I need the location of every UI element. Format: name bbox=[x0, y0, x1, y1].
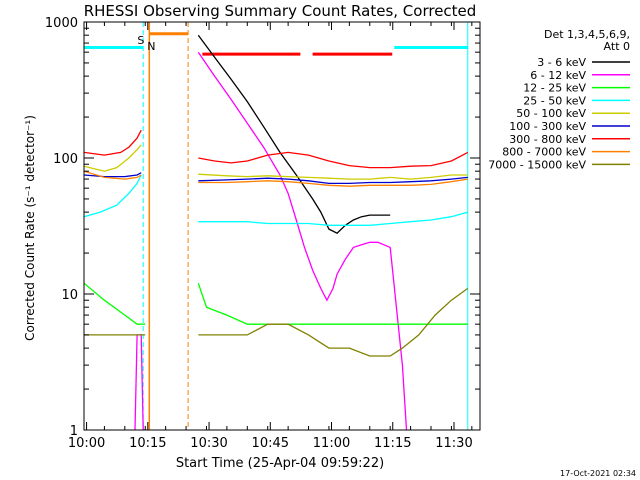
series-line-4-0 bbox=[84, 144, 142, 172]
series-line-5-0 bbox=[84, 172, 142, 178]
series-line-7-1 bbox=[198, 178, 468, 187]
series-line-2-1 bbox=[197, 282, 468, 325]
y-axis-label: Corrected Count Rate (s⁻¹ detector⁻¹) bbox=[23, 115, 37, 341]
legend-label: 300 - 800 keV bbox=[509, 133, 586, 146]
attenuator-label: S bbox=[137, 34, 144, 47]
x-tick-label: 10:00 bbox=[68, 436, 105, 451]
x-tick-label: 11:15 bbox=[374, 436, 411, 451]
series-line-6-0 bbox=[84, 129, 142, 156]
series-line-0-0 bbox=[197, 34, 391, 234]
legend-label: 100 - 300 keV bbox=[509, 120, 586, 133]
x-tick-label: 10:30 bbox=[190, 436, 227, 451]
y-tick-label: 1000 bbox=[45, 16, 78, 31]
series-line-7-0 bbox=[84, 170, 142, 180]
x-tick-label: 11:30 bbox=[435, 436, 472, 451]
legend-label: 800 - 7000 keV bbox=[502, 146, 586, 159]
series-line-2-0 bbox=[84, 282, 146, 325]
x-axis-label: Start Time (25-Apr-04 09:59:22) bbox=[176, 456, 384, 471]
y-tick-label: 10 bbox=[61, 288, 78, 303]
y-tick-label: 100 bbox=[53, 152, 78, 167]
legend-label: 25 - 50 keV bbox=[523, 94, 586, 107]
legend-header: Det 1,3,4,5,6,9, bbox=[544, 28, 630, 41]
chart-title: RHESSI Observing Summary Count Rates, Co… bbox=[84, 2, 477, 20]
series-line-3-0 bbox=[84, 174, 142, 218]
series-line-4-1 bbox=[198, 173, 468, 180]
x-tick-label: 10:15 bbox=[129, 436, 166, 451]
series-line-1-1 bbox=[134, 334, 148, 430]
series-line-3-1 bbox=[198, 211, 468, 226]
legend-label: 7000 - 15000 keV bbox=[488, 158, 586, 171]
x-axis: 10:00 10:15 10:30 10:45 11:00 11:15 11:30 bbox=[68, 22, 473, 451]
night-label: N bbox=[147, 40, 155, 53]
legend-label: 12 - 25 keV bbox=[523, 82, 586, 95]
legend-header: Att 0 bbox=[604, 40, 630, 53]
legend-label: 50 - 100 keV bbox=[516, 107, 586, 120]
legend-label: 3 - 6 keV bbox=[537, 56, 586, 69]
plot-content bbox=[84, 22, 469, 430]
series-line-8-1 bbox=[198, 287, 469, 357]
x-tick-label: 10:45 bbox=[252, 436, 289, 451]
series-line-1-2 bbox=[197, 51, 408, 430]
plot-frame bbox=[83, 21, 481, 431]
footer-timestamp: 17-Oct-2021 02:34 bbox=[560, 469, 636, 478]
series-line-5-1 bbox=[198, 176, 468, 185]
y-tick-label: 1 bbox=[70, 424, 78, 439]
x-tick-label: 11:00 bbox=[313, 436, 350, 451]
series-line-6-1 bbox=[198, 151, 469, 169]
legend-label: 6 - 12 keV bbox=[530, 69, 586, 82]
y-axis: 1 10 100 1000 bbox=[45, 16, 480, 439]
